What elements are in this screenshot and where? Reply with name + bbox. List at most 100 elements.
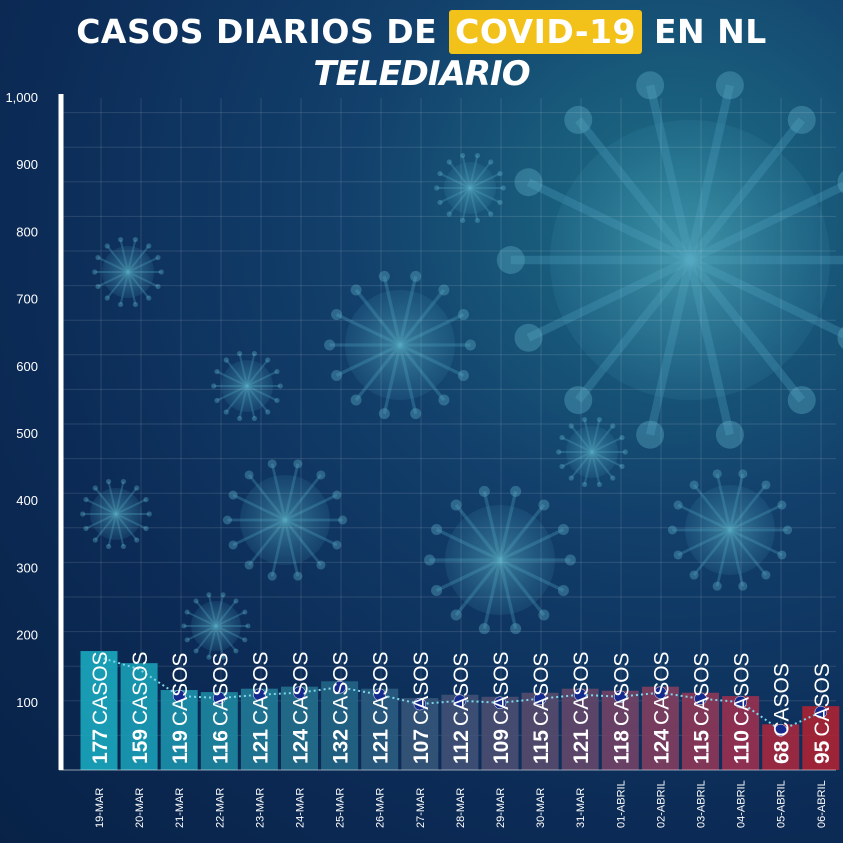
trend-point [614, 690, 627, 703]
x-tick-label: 24-MAR [295, 788, 307, 828]
data-label: 132CASOS [330, 651, 353, 764]
x-tick-label: 04-ABRIL [736, 780, 748, 828]
data-label: 121CASOS [370, 651, 393, 764]
bar [441, 694, 479, 770]
x-tick-label: 29-MAR [495, 788, 507, 828]
bar [120, 663, 158, 770]
x-tick-label: 25-MAR [335, 788, 347, 828]
data-label: 110CASOS [731, 653, 754, 764]
x-tick-label: 02-ABRIL [655, 780, 667, 828]
x-tick-label: 03-ABRIL [696, 780, 708, 828]
data-label: 68CASOS [771, 663, 794, 764]
virus-icon [181, 592, 251, 660]
data-label: 119CASOS [169, 653, 192, 764]
x-tick-label: 23-MAR [254, 788, 266, 828]
bar [601, 690, 639, 770]
virus-icon [324, 270, 476, 420]
data-label: 124CASOS [650, 651, 673, 764]
x-tick-label: 01-ABRIL [615, 780, 627, 828]
trend-point [493, 696, 507, 710]
virus-icon [434, 152, 506, 224]
trend-point [213, 691, 226, 705]
trend-point [734, 695, 747, 709]
trend-point [453, 694, 467, 707]
x-tick-label: 21-MAR [174, 788, 186, 828]
x-tick-label: 06-ABRIL [816, 780, 828, 828]
data-label: 177CASOS [89, 651, 112, 764]
virus-decoration [80, 71, 843, 660]
data-label: 116CASOS [209, 653, 232, 764]
chart-grid [61, 98, 836, 771]
bar [281, 686, 318, 770]
virus-icon [424, 485, 576, 635]
y-tick-label: 100 [16, 695, 38, 710]
trend-point [413, 697, 427, 711]
data-label: 159CASOS [129, 651, 152, 764]
trend-point [293, 686, 306, 699]
virus-icon [556, 416, 628, 488]
bar [240, 688, 278, 770]
x-tick-label: 31-MAR [575, 788, 587, 828]
y-tick-label: 500 [16, 426, 38, 441]
title-highlight: COVID-19 [449, 10, 642, 54]
bar [682, 692, 719, 770]
data-label: 115CASOS [530, 653, 553, 764]
trend-point [333, 681, 346, 694]
bar [160, 690, 198, 770]
chart-title: CASOS DIARIOS DE COVID-19 EN NL [0, 10, 843, 54]
data-label: 109CASOS [490, 651, 513, 764]
bar [641, 686, 679, 770]
y-tick-label: 900 [16, 157, 38, 172]
trend-point [253, 688, 266, 701]
x-tick-label: 27-MAR [415, 788, 427, 828]
virus-icon [80, 478, 152, 550]
x-tick-label: 28-MAR [455, 788, 467, 828]
x-tick-label: 22-MAR [214, 788, 226, 828]
bar-series [80, 651, 840, 770]
trend-line-series [98, 656, 828, 737]
trend-point [533, 692, 547, 705]
data-label: 121CASOS [570, 651, 593, 764]
data-label: 115CASOS [691, 653, 714, 764]
trend-point [774, 724, 787, 737]
y-tick-label: 1,000 [5, 90, 38, 105]
virus-icon [496, 71, 843, 449]
bar [561, 688, 599, 770]
trend-point [373, 688, 386, 701]
x-tick-label: 20-MAR [134, 788, 146, 828]
title-part1: CASOS DIARIOS DE [76, 12, 438, 51]
data-labels: 177CASOS 19-MAR 159CASOS 20-MAR 119CASOS 21-M… [89, 651, 834, 828]
header: CASOS DIARIOS DE COVID-19 EN NL TELEDIAR… [0, 10, 843, 94]
brand-logo: TELEDIARIO [313, 54, 530, 94]
x-tick-label: 30-MAR [535, 788, 547, 828]
bar [361, 688, 399, 770]
trend-point [694, 692, 707, 705]
data-label: 118CASOS [610, 653, 633, 764]
x-tick-label: 26-MAR [375, 788, 387, 828]
y-tick-label: 700 [16, 292, 38, 307]
data-label: 124CASOS [290, 651, 313, 764]
virus-icon [92, 236, 164, 308]
y-tick-label: 300 [16, 560, 38, 575]
x-tick-label: 19-MAR [94, 788, 106, 828]
chart-axes: 100 200 300 400 500 600 700 800 900 1,000 [5, 90, 836, 771]
trend-point [814, 705, 828, 719]
bar [321, 681, 359, 770]
title-part2: EN NL [654, 12, 767, 51]
trend-point [172, 689, 186, 703]
x-tick-label: 05-ABRIL [776, 780, 788, 828]
y-tick-label: 200 [16, 628, 38, 643]
data-label: 112CASOS [450, 653, 473, 764]
data-label: 95CASOS [811, 663, 834, 764]
bar [80, 651, 118, 770]
y-tick-label: 400 [16, 493, 38, 508]
data-label: 121CASOS [249, 651, 272, 764]
virus-icon [667, 469, 793, 591]
trend-point [654, 686, 667, 699]
virus-icon [211, 350, 283, 422]
data-label: 107CASOS [410, 651, 433, 764]
bar [722, 696, 760, 770]
y-tick-label: 800 [16, 224, 38, 239]
bar [521, 692, 559, 770]
